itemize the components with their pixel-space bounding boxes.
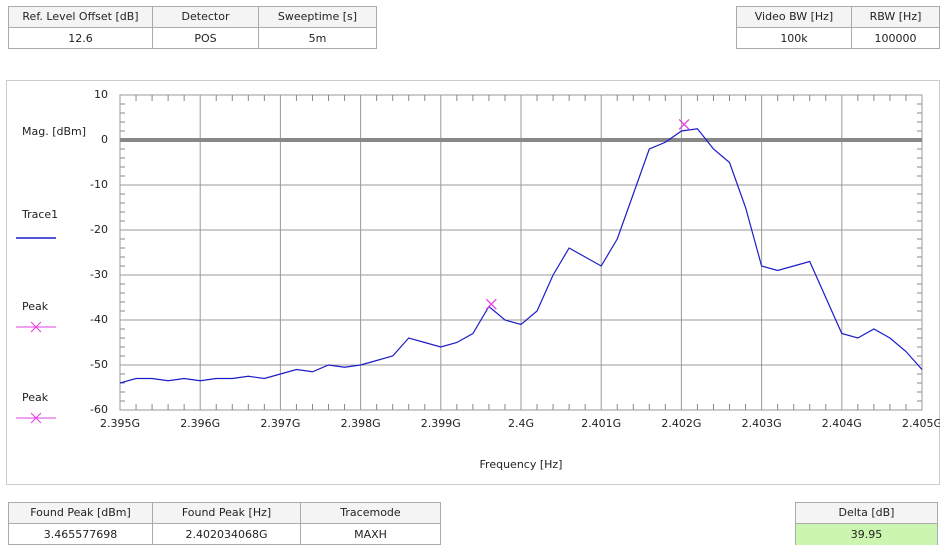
field: Found Peak [dBm] 3.465577698 <box>8 502 153 545</box>
x-tick-label: 2.395G <box>100 417 140 430</box>
peak-marker <box>485 298 497 310</box>
field-value: 2.402034068G <box>185 528 268 541</box>
y-tick-label: -10 <box>90 178 108 191</box>
x-tick-label: 2.403G <box>742 417 782 430</box>
field-value: 100k <box>780 32 808 45</box>
field-label: Found Peak [dBm] <box>9 503 152 524</box>
x-tick-label: 2.4G <box>508 417 534 430</box>
x-tick-label: 2.402G <box>661 417 701 430</box>
delta-field: Delta [dB] 39.95 <box>795 502 938 545</box>
legend-label: Peak <box>22 391 49 404</box>
field-value: 5m <box>308 32 327 45</box>
field: Detector POS <box>152 6 259 49</box>
x-tick-label: 2.398G <box>341 417 381 430</box>
y-tick-label: -30 <box>90 268 108 281</box>
y-tick-label: -40 <box>90 313 108 326</box>
x-tick-label: 2.399G <box>421 417 461 430</box>
field-value: 3.465577698 <box>43 528 118 541</box>
y-tick-label: -60 <box>90 403 108 416</box>
y-tick-label: 10 <box>94 88 108 101</box>
field-label: Delta [dB] <box>796 503 937 524</box>
field-label: Tracemode <box>301 503 440 524</box>
field: Found Peak [Hz] 2.402034068G <box>152 502 301 545</box>
field-value: MAXH <box>354 528 387 541</box>
field: Sweeptime [s] 5m <box>258 6 377 49</box>
field: RBW [Hz] 100000 <box>851 6 940 49</box>
field-value: 100000 <box>874 32 917 45</box>
field-value: 39.95 <box>796 524 937 545</box>
y-tick-label: -20 <box>90 223 108 236</box>
y-tick-label: -50 <box>90 358 108 371</box>
field-label: Sweeptime [s] <box>259 7 376 28</box>
field-value: POS <box>194 32 217 45</box>
field-label: RBW [Hz] <box>852 7 939 28</box>
x-tick-label: 2.396G <box>180 417 220 430</box>
y-axis-label: Mag. [dBm] <box>22 125 86 138</box>
field-label: Found Peak [Hz] <box>153 503 300 524</box>
field: Ref. Level Offset [dB] 12.6 <box>8 6 153 49</box>
x-tick-label: 2.397G <box>260 417 300 430</box>
y-tick-label: 0 <box>101 133 108 146</box>
x-tick-label: 2.404G <box>822 417 862 430</box>
field-label: Detector <box>153 7 258 28</box>
x-tick-label: 2.405G <box>902 417 940 430</box>
legend-swatch <box>30 321 42 333</box>
field-value: 12.6 <box>68 32 93 45</box>
x-axis-label: Frequency [Hz] <box>480 458 563 471</box>
field: Video BW [Hz] 100k <box>736 6 852 49</box>
legend-label: Peak <box>22 300 49 313</box>
trace-line <box>119 128 923 384</box>
peak-marker <box>678 118 690 130</box>
legend-swatch <box>30 412 42 424</box>
x-tick-label: 2.401G <box>581 417 621 430</box>
field-label: Video BW [Hz] <box>737 7 851 28</box>
field-label: Ref. Level Offset [dB] <box>9 7 152 28</box>
field: Tracemode MAXH <box>300 502 441 545</box>
legend-label: Trace1 <box>21 208 58 221</box>
